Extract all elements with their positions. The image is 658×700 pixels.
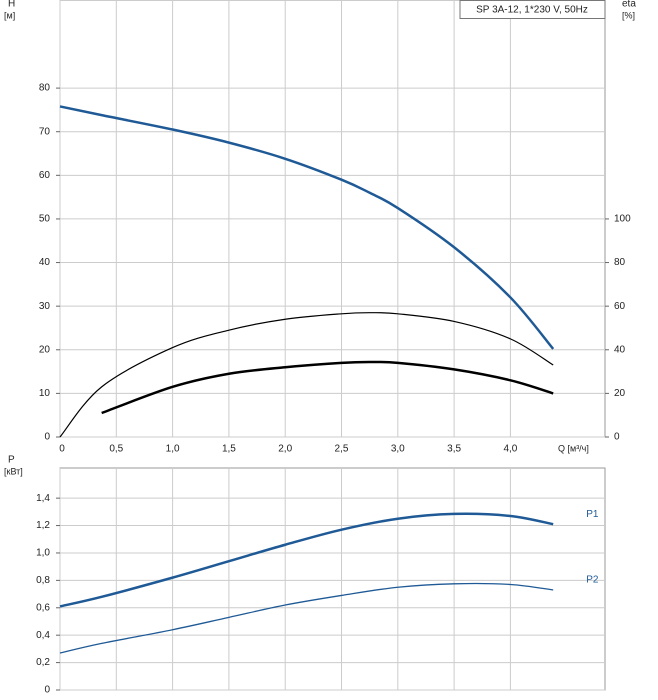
y-tick-label: 40 <box>39 257 51 268</box>
y-tick-label: 80 <box>39 83 51 94</box>
y-tick-label: 50 <box>39 214 51 225</box>
y-axis-unit: [кВт] <box>4 466 23 476</box>
y-tick-label: 1,2 <box>36 520 50 531</box>
data-line <box>59 512 554 608</box>
y2-axis-label: eta <box>622 0 636 10</box>
y-tick-label: 0,8 <box>36 575 50 586</box>
y-tick-label: 0,6 <box>36 602 50 613</box>
series-label: P1 <box>586 509 599 520</box>
y2-tick-label: 20 <box>614 388 626 399</box>
x-tick-label: 3,5 <box>447 444 461 455</box>
x-axis-label: Q [м³/ч] <box>558 443 589 453</box>
x-tick-label: 1,5 <box>222 444 236 455</box>
data-line <box>59 312 554 438</box>
y-tick-label: 0 <box>44 685 50 696</box>
y-axis-unit: [м] <box>4 10 15 20</box>
data-line <box>59 582 554 654</box>
y-tick-label: 20 <box>39 344 51 355</box>
x-tick-label: 2,0 <box>278 444 292 455</box>
x-tick-label: 1,0 <box>166 444 180 455</box>
y-axis-label: P <box>8 455 15 466</box>
y-tick-label: 0 <box>44 432 50 443</box>
y-tick-label: 30 <box>39 301 51 312</box>
x-tick-label: 4,0 <box>503 444 517 455</box>
y-tick-label: 60 <box>39 170 51 181</box>
y-tick-label: 10 <box>39 388 51 399</box>
x-tick-label: 3,0 <box>391 444 405 455</box>
y-tick-label: 1,4 <box>36 493 50 504</box>
y2-tick-label: 0 <box>614 432 620 443</box>
y-axis-label: H <box>8 0 15 10</box>
y-tick-label: 70 <box>39 126 51 137</box>
data-line <box>59 105 555 350</box>
legend-text: SP 3A-12, 1*230 V, 50Hz <box>476 5 588 16</box>
y2-tick-label: 80 <box>614 257 626 268</box>
data-line <box>101 360 554 415</box>
x-tick-label: 0 <box>59 444 65 455</box>
y-tick-label: 0,4 <box>36 630 50 641</box>
y-tick-label: 0,2 <box>36 657 50 668</box>
x-tick-label: 2,5 <box>335 444 349 455</box>
x-tick-label: 0,5 <box>109 444 123 455</box>
y-tick-label: 1,0 <box>36 548 50 559</box>
y2-axis-unit: [%] <box>622 10 635 20</box>
y2-tick-label: 60 <box>614 301 626 312</box>
y2-tick-label: 100 <box>614 214 631 225</box>
series-label: P2 <box>586 575 599 586</box>
plot-area <box>59 467 606 691</box>
y2-tick-label: 40 <box>614 344 626 355</box>
legend-box <box>459 0 606 19</box>
